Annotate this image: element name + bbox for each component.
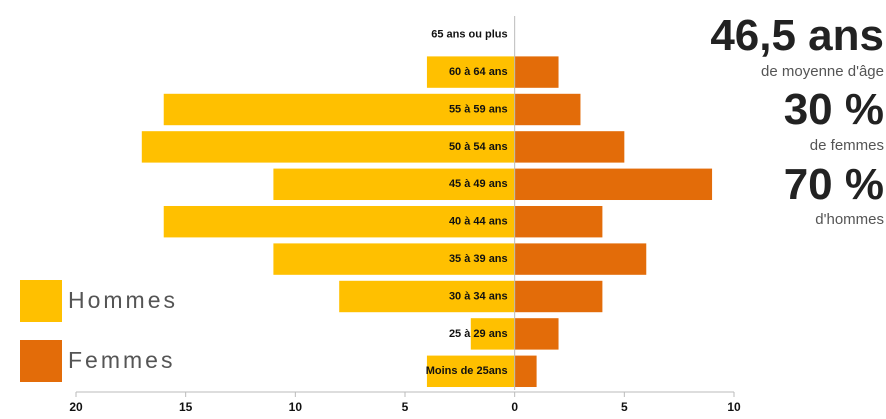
category-label: 55 à 59 ans [449,103,508,115]
x-tick-label: 0 [511,400,518,414]
x-tick-label: 20 [69,400,83,414]
category-label: Moins de 25ans [426,365,508,377]
category-label: 60 à 64 ans [449,66,508,78]
bar [141,131,515,163]
stat-value: 46,5 ans [710,11,884,60]
bar [514,243,647,275]
bar [514,168,713,201]
category-label: 50 à 54 ans [449,141,508,153]
x-tick-label: 10 [289,400,303,414]
x-tick-label: 5 [621,400,628,414]
legend-swatch [20,280,62,322]
category-label: 30 à 34 ans [449,290,508,302]
stat-value: 70 % [784,160,884,209]
bar [470,318,515,350]
bar [514,318,559,350]
stat-caption: de moyenne d'âge [761,63,884,80]
bar [163,205,515,238]
bar [514,93,581,126]
category-label: 40 à 44 ans [449,216,508,228]
x-tick-label: 15 [179,400,193,414]
x-tick-label: 5 [402,400,409,414]
bar [339,280,515,313]
bar [514,355,537,388]
category-label: 45 à 49 ans [449,178,508,190]
bar [426,56,515,88]
bar [273,168,515,201]
legend-swatch [20,340,62,382]
stat-value: 30 % [784,85,884,134]
bar [514,56,559,88]
bar [514,205,603,238]
x-tick-label: 10 [727,400,741,414]
category-label: 35 à 39 ans [449,253,508,265]
bar [273,243,515,275]
legend-label: Hommes [68,287,178,313]
category-label: 65 ans ou plus [431,29,507,41]
bar [163,93,515,126]
bar [514,131,625,163]
stat-caption: d'hommes [815,211,884,228]
bar [514,280,603,313]
legend-label: Femmes [68,347,175,373]
stat-caption: de femmes [810,137,884,154]
bar [426,355,515,388]
category-label: 25 à 29 ans [449,328,508,340]
